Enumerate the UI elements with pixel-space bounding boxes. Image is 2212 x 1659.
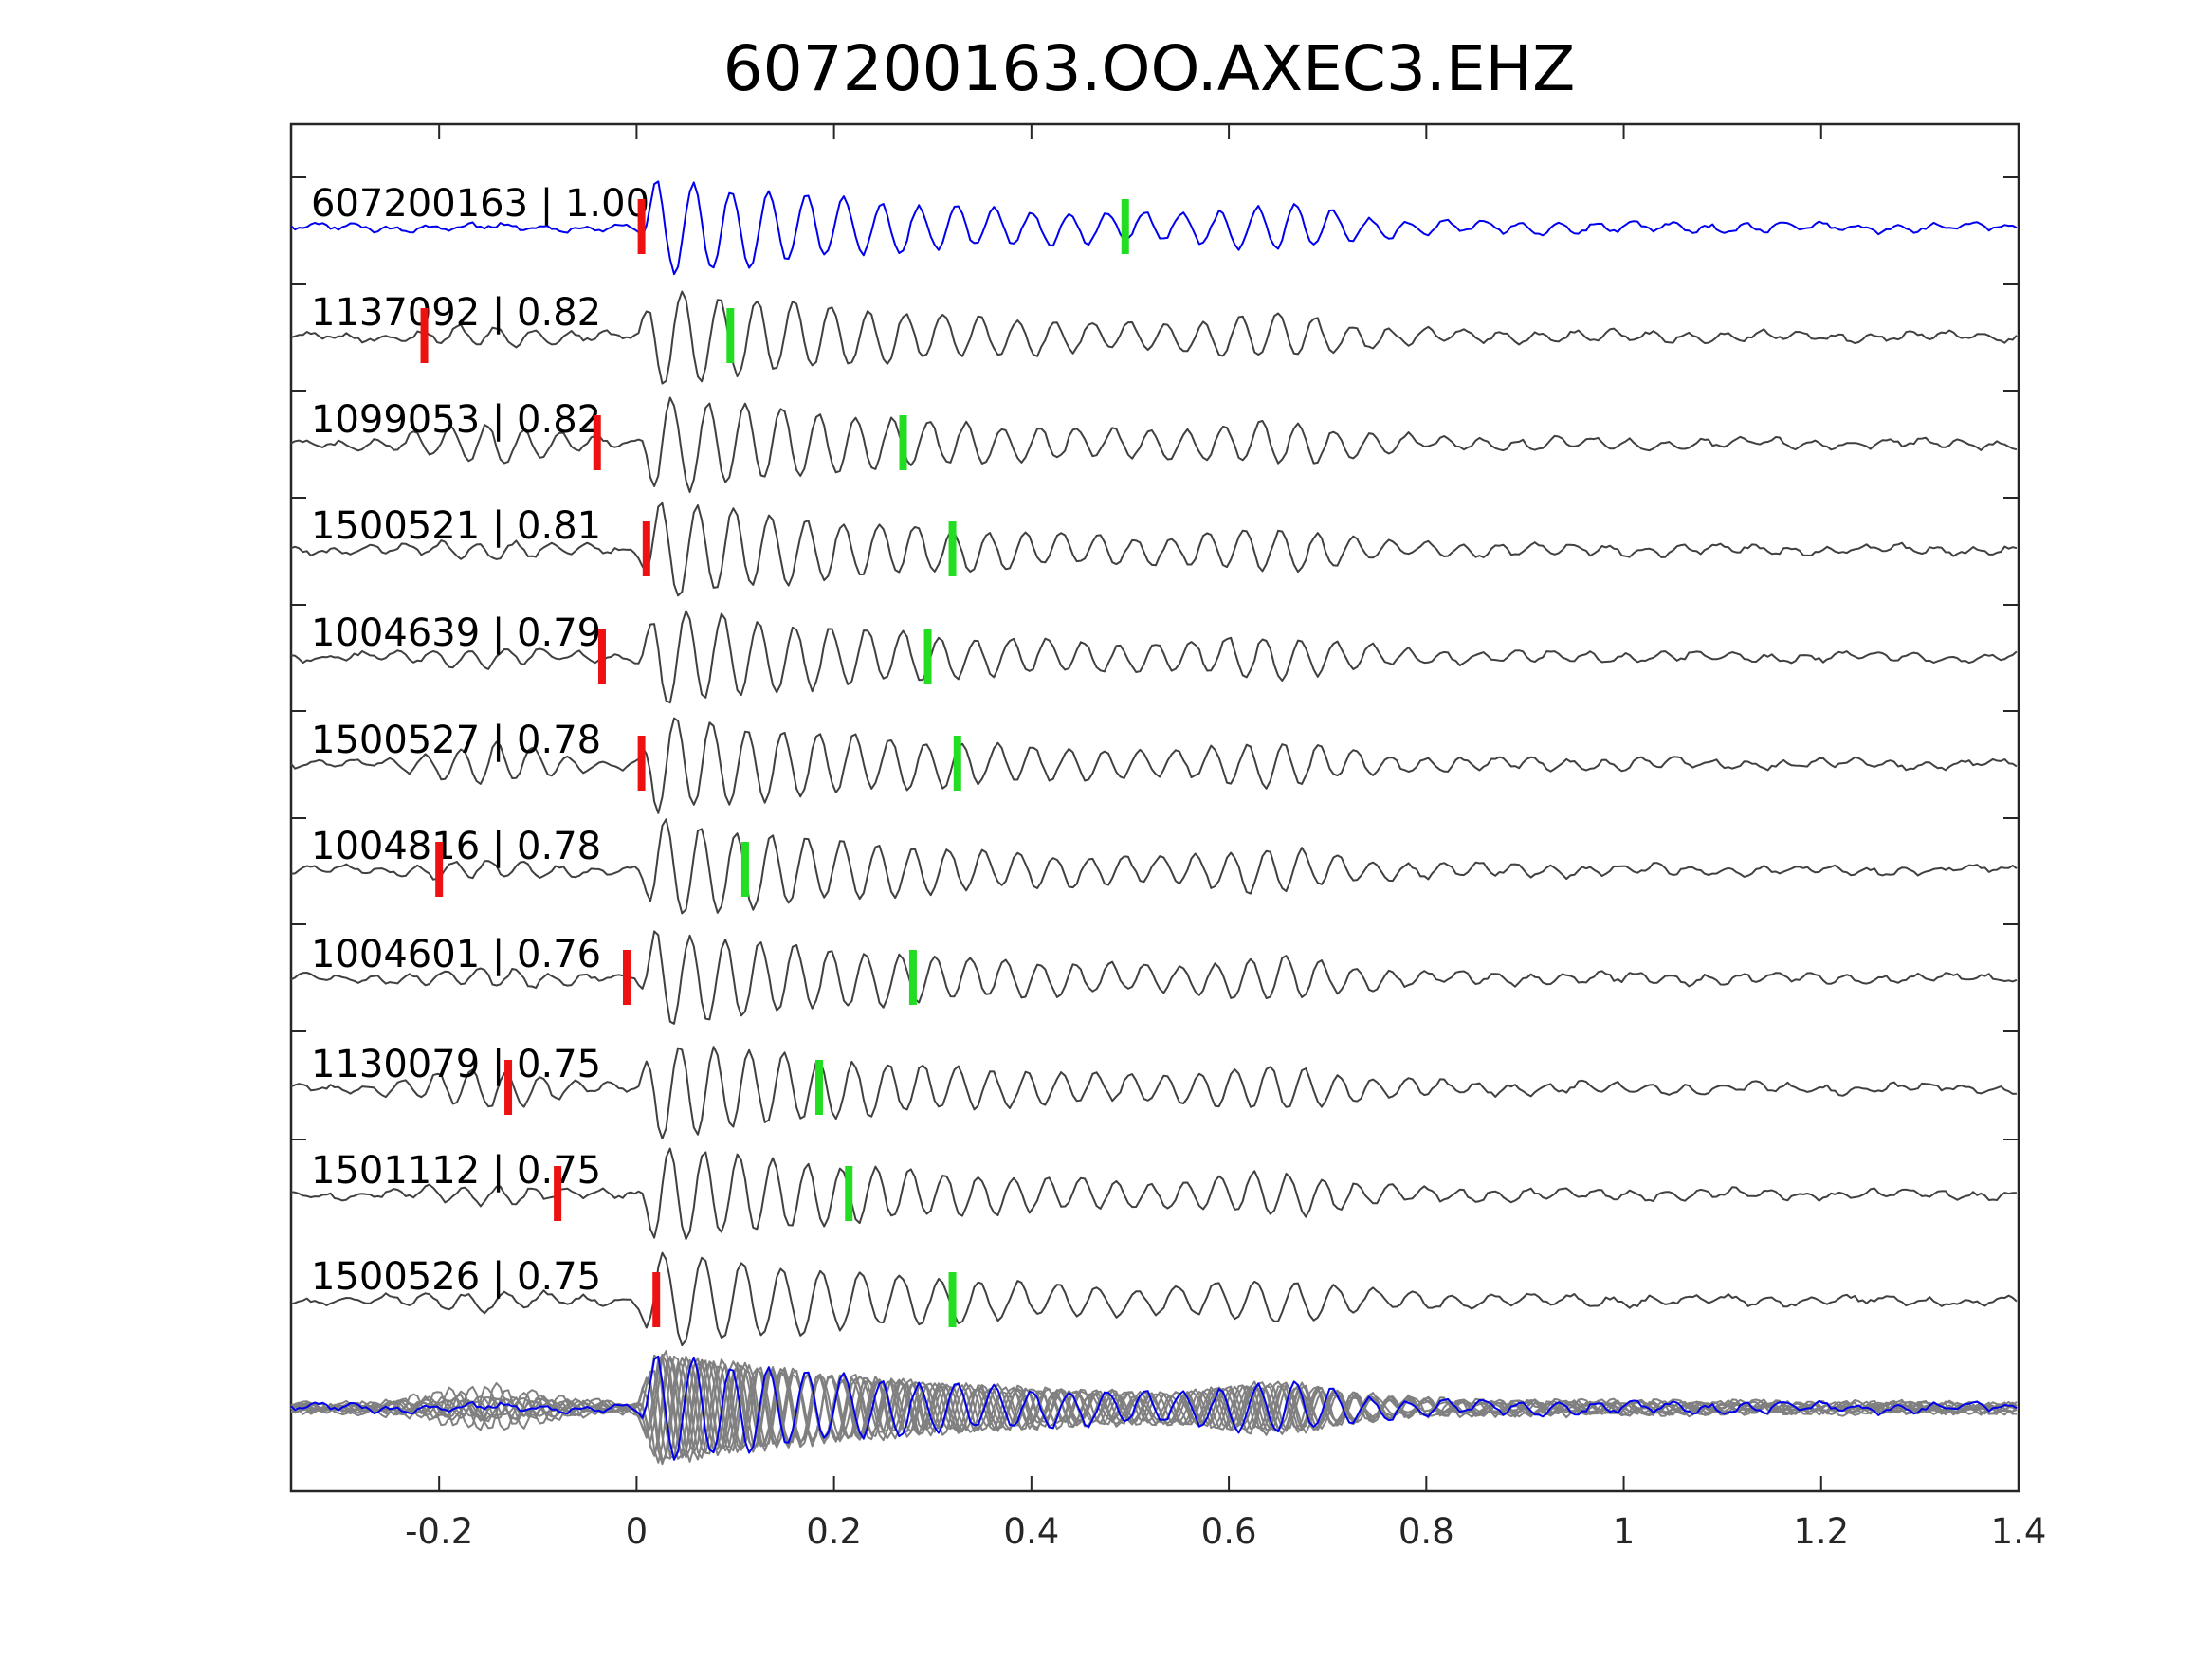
chart-title: 607200163.OO.AXEC3.EHZ	[723, 32, 1576, 105]
x-axis: -0.2 0 0.2 0.4 0.6 0.8 1 1.2 1.4	[405, 124, 2046, 1552]
x-tick-label: 0.2	[806, 1511, 862, 1552]
stacked-overlay	[290, 1350, 2018, 1466]
trace-label: 607200163 | 1.00	[311, 182, 649, 226]
x-tick-label: 0.6	[1201, 1511, 1257, 1552]
trace-label: 1500527 | 0.78	[311, 719, 601, 762]
stack-reference-trace	[290, 1355, 2018, 1461]
trace-line	[290, 180, 2018, 276]
x-tick-label: 0.4	[1003, 1511, 1059, 1552]
trace-group: 607200163 | 1.00 1137092 | 0.82 1099053 | …	[290, 180, 2018, 1347]
x-tick-label: 1.4	[1991, 1511, 2047, 1552]
trace-line	[290, 501, 2018, 597]
trace-line	[290, 290, 2018, 385]
trace-label: 1500521 | 0.81	[311, 504, 601, 548]
trace-line	[290, 818, 2018, 915]
x-tick-label: 1.2	[1793, 1511, 1849, 1552]
trace-line	[290, 930, 2018, 1025]
x-tick-label: -0.2	[405, 1511, 473, 1552]
plot-area	[289, 122, 2020, 1493]
trace-label: 1500526 | 0.75	[311, 1255, 601, 1299]
trace-line	[290, 717, 2018, 814]
left-tick-marks	[291, 176, 2019, 1140]
trace-line	[290, 396, 2018, 493]
stack-trace	[290, 1355, 2018, 1463]
x-tick-label: 0	[626, 1511, 649, 1552]
trace-label: 1004639 | 0.79	[311, 611, 601, 655]
trace-label: 1137092 | 0.82	[311, 291, 601, 335]
x-tick-label: 0.8	[1398, 1511, 1454, 1552]
trace-line	[290, 1251, 2018, 1347]
trace-label: 1130079 | 0.75	[311, 1043, 601, 1086]
trace-line	[290, 610, 2018, 704]
x-tick-label: 1	[1613, 1511, 1636, 1552]
stack-trace	[290, 1353, 2018, 1459]
trace-label: 1501112 | 0.75	[311, 1149, 601, 1193]
trace-label: 1004816 | 0.78	[311, 825, 601, 868]
trace-label: 1004601 | 0.76	[311, 933, 601, 976]
trace-line	[290, 1046, 2017, 1139]
trace-line	[290, 1147, 2017, 1241]
trace-label: 1099053 | 0.82	[311, 398, 601, 442]
